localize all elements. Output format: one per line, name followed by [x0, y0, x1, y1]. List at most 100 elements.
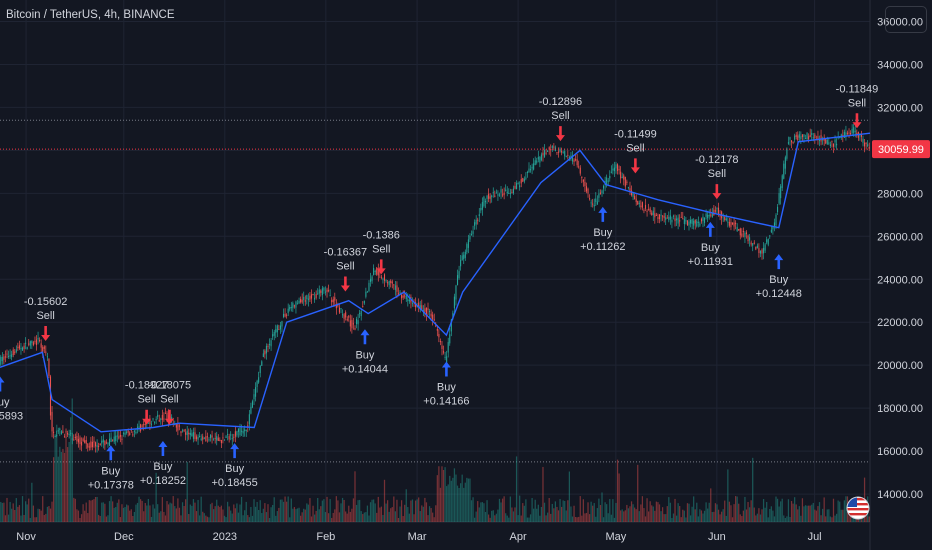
candle-body [752, 243, 754, 246]
candle [242, 427, 244, 437]
candle [654, 207, 656, 224]
candle [160, 417, 162, 425]
candle [39, 337, 41, 343]
candle-body [672, 215, 675, 217]
candle-body [84, 440, 86, 443]
candle-body [149, 419, 151, 424]
volume-bar [630, 501, 633, 522]
candle-body [320, 290, 322, 293]
volume-bar [579, 496, 581, 522]
candle-body [494, 195, 496, 197]
volume-bar [129, 510, 131, 522]
candle-body [241, 430, 243, 432]
candle [385, 279, 387, 283]
volume-bar [453, 468, 456, 522]
candle [613, 161, 615, 178]
volume-bar [623, 511, 625, 522]
candle [267, 343, 269, 353]
candle-body [690, 220, 692, 224]
volume-bar [786, 516, 788, 522]
signals: Buy+0.15893-0.15602SellBuy+0.17378-0.189… [0, 83, 878, 491]
candle [470, 230, 473, 236]
volume-bar [460, 483, 462, 522]
candle [492, 187, 494, 198]
candle-body [42, 347, 44, 352]
candle-body [251, 401, 253, 408]
volume-bar [722, 509, 724, 522]
candle-body [51, 411, 53, 432]
volume-bar [194, 502, 196, 522]
candle [801, 134, 803, 142]
candle-body [126, 431, 128, 433]
candle-body [28, 343, 30, 345]
candle [307, 293, 309, 307]
volume-bar [739, 514, 741, 522]
candle-body [603, 185, 605, 189]
candle [603, 184, 605, 195]
candle-body [136, 426, 139, 428]
candle [658, 213, 661, 224]
candle-body [205, 436, 207, 442]
candle-body [537, 156, 539, 160]
candle [612, 163, 614, 175]
volume-bar [250, 506, 252, 522]
volume-bar [245, 501, 247, 522]
candle-body [407, 299, 409, 301]
volume-bar [755, 515, 757, 522]
candle-body [492, 192, 494, 194]
candle [694, 219, 696, 230]
chart-settings-button[interactable] [885, 6, 927, 33]
volume-bar [15, 498, 17, 522]
signal-label: +0.11262 [580, 241, 625, 253]
buy-arrow-icon [106, 445, 116, 461]
volume-bar [464, 482, 466, 522]
volume-bar [362, 514, 364, 522]
candle [759, 250, 762, 258]
volume-bar [373, 499, 375, 522]
volume-bar [835, 513, 838, 522]
volume-bar [62, 448, 64, 522]
candle [696, 218, 698, 228]
volume-bar [419, 511, 421, 522]
candle [373, 264, 375, 276]
volume-bar [843, 500, 845, 522]
candle [756, 243, 758, 249]
volume-bar [533, 508, 535, 522]
candle [178, 423, 180, 431]
candle-body [177, 422, 179, 431]
candle [571, 150, 574, 165]
volume-bar [646, 498, 648, 522]
candle [637, 200, 639, 205]
candle-body [98, 445, 100, 447]
volume-bar [166, 501, 168, 522]
candle [466, 242, 468, 255]
candle [324, 286, 327, 296]
candle-body [393, 284, 395, 286]
candle [623, 173, 625, 186]
candle-body [108, 438, 111, 446]
candle [814, 132, 816, 144]
candle [632, 192, 634, 201]
candle-body [135, 431, 137, 434]
candle-body [206, 436, 208, 438]
buy-arrow-icon [705, 221, 715, 237]
candle-body [637, 200, 639, 205]
candle [573, 158, 575, 167]
volume-bar [208, 517, 210, 522]
candle-body [225, 436, 227, 438]
volume-bar [87, 513, 89, 522]
candle-body [95, 442, 97, 447]
candle-body [662, 215, 664, 217]
candle-body [102, 439, 104, 443]
candle [626, 179, 628, 186]
volume-bar [307, 504, 310, 522]
candle-body [270, 340, 272, 347]
candle [84, 435, 86, 444]
candle [312, 293, 314, 296]
candle-body [432, 314, 434, 320]
candle-body [755, 246, 757, 250]
candle-body [253, 394, 255, 400]
